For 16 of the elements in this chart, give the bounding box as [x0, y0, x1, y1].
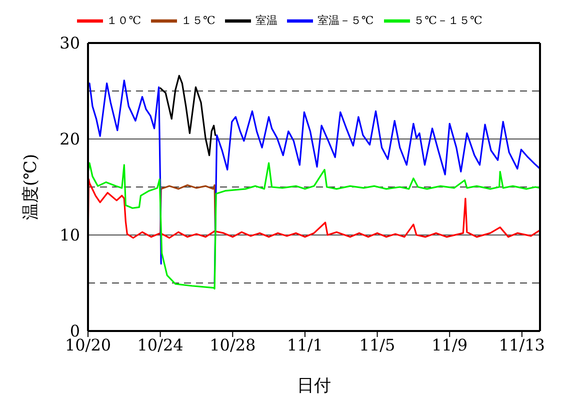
x-tick-label: 11/13	[498, 335, 545, 354]
legend-label: １５℃	[181, 14, 216, 27]
x-tick-label: 11/1	[286, 335, 323, 354]
x-tick-label: 11/9	[432, 335, 468, 354]
legend-label: 室温	[255, 14, 278, 27]
legend-label: ５℃－１５℃	[414, 14, 482, 27]
x-axis-title: 日付	[297, 376, 331, 396]
x-tick-label: 11/5	[359, 335, 396, 354]
legend-label: 室温－５℃	[317, 14, 374, 27]
legend-label: １０℃	[106, 14, 142, 27]
y-axis-title: 温度(℃)	[21, 154, 42, 220]
y-tick-label: 10	[60, 226, 80, 245]
y-tick-label: 20	[60, 130, 80, 149]
x-tick-label: 10/28	[210, 335, 256, 354]
y-tick-label: 30	[60, 34, 80, 53]
x-tick-label: 10/24	[137, 335, 184, 354]
